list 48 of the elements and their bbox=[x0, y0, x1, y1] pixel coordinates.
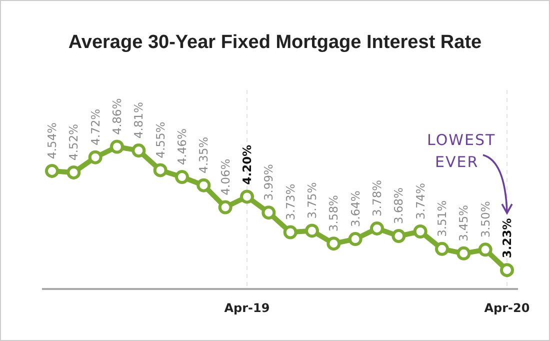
data-label: 4.35% bbox=[196, 136, 211, 174]
point bbox=[153, 163, 168, 178]
data-label: 4.06% bbox=[218, 158, 232, 196]
point bbox=[500, 263, 514, 278]
x-tick-label: Apr-20 bbox=[484, 301, 530, 315]
point bbox=[110, 140, 124, 154]
data-label: 3.50% bbox=[478, 201, 492, 238]
point bbox=[413, 224, 428, 238]
data-label: 3.73% bbox=[283, 184, 298, 220]
data-label: 4.54% bbox=[45, 122, 59, 159]
data-label: 3.64% bbox=[348, 190, 362, 228]
data-label: 4.72% bbox=[88, 108, 102, 146]
data-label: 4.86% bbox=[110, 98, 124, 135]
point bbox=[218, 200, 232, 214]
point bbox=[240, 190, 254, 204]
data-label: 3.68% bbox=[392, 187, 406, 224]
point bbox=[478, 242, 492, 257]
point bbox=[45, 164, 59, 178]
data-label: 4.81% bbox=[132, 102, 146, 139]
point bbox=[66, 165, 81, 180]
data-label: 3.51% bbox=[435, 200, 449, 237]
point bbox=[456, 246, 471, 260]
point bbox=[283, 225, 298, 240]
point bbox=[262, 206, 276, 220]
data-label: 3.99% bbox=[262, 164, 276, 201]
point bbox=[370, 221, 384, 236]
data-label: 3.45% bbox=[456, 204, 471, 242]
point bbox=[326, 236, 341, 251]
data-label: 4.46% bbox=[175, 128, 189, 166]
data-label: 3.78% bbox=[370, 180, 384, 216]
point bbox=[175, 170, 189, 184]
x-tick-label: Apr-19 bbox=[224, 301, 270, 315]
point bbox=[88, 150, 102, 164]
point bbox=[435, 242, 449, 256]
point bbox=[392, 229, 406, 244]
point bbox=[132, 144, 146, 158]
data-label: 3.74% bbox=[413, 182, 428, 220]
point bbox=[196, 178, 211, 192]
point bbox=[348, 232, 362, 246]
data-label: 3.23% bbox=[500, 218, 514, 258]
data-label: 4.20% bbox=[240, 144, 254, 185]
annotation: LOWEST EVER bbox=[427, 131, 496, 171]
chart-title: Average 30-Year Fixed Mortgage Interest Rate bbox=[68, 32, 482, 53]
data-label: 3.75% bbox=[305, 182, 319, 219]
data-label: 4.55% bbox=[153, 122, 168, 158]
point bbox=[305, 224, 319, 238]
data-label: 4.52% bbox=[66, 124, 81, 160]
data-label: 3.58% bbox=[326, 194, 341, 232]
